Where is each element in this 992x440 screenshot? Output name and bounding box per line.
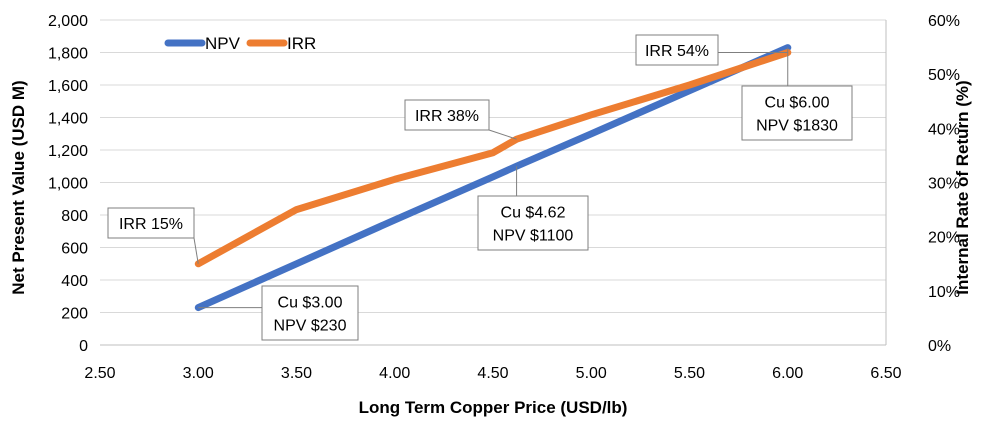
x-tick-label: 3.00: [183, 365, 214, 382]
y-tick-label: 800: [61, 208, 88, 225]
x-tick-label: 6.50: [870, 365, 901, 382]
x-tick-label: 4.50: [477, 365, 508, 382]
callout-box: [477, 195, 589, 251]
legend-label-npv: NPV: [205, 34, 241, 53]
y-tick-label: 200: [61, 306, 88, 323]
y-tick-label: 1,000: [48, 176, 88, 193]
callout-label: IRR 54%: [645, 43, 709, 60]
y2-tick-label: 10%: [928, 284, 960, 301]
y-axis-title: Net Present Value (USD M): [9, 80, 28, 294]
y-tick-label: 400: [61, 273, 88, 290]
callout-box: [404, 99, 490, 131]
y2-tick-label: 40%: [928, 121, 960, 138]
legend-label-irr: IRR: [287, 34, 316, 53]
y2-tick-label: 0%: [928, 338, 951, 355]
y2-axis-title: Internal Rate of Return (%): [953, 80, 972, 294]
y-tick-label: 1,200: [48, 143, 88, 160]
y2-tick-label: 50%: [928, 67, 960, 84]
callout-label: IRR 15%: [119, 216, 183, 233]
x-tick-label: 4.00: [379, 365, 410, 382]
y-tick-label: 600: [61, 241, 88, 258]
y-tick-label: 1,400: [48, 111, 88, 128]
series-line-irr: [194, 49, 792, 268]
series-line-npv: [194, 44, 792, 312]
y2-tick-label: 60%: [928, 13, 960, 30]
x-tick-label: 3.50: [281, 365, 312, 382]
x-tick-label: 2.50: [84, 365, 115, 382]
y-tick-label: 0: [79, 338, 88, 355]
x-tick-label: 6.00: [772, 365, 803, 382]
x-tick-label: 5.50: [674, 365, 705, 382]
callout-leader: [193, 237, 199, 264]
callout-box: [635, 34, 719, 66]
callout-leader: [488, 129, 517, 140]
y2-tick-label: 30%: [928, 176, 960, 193]
callout-label: IRR 38%: [415, 108, 479, 125]
y-tick-label: 2,000: [48, 13, 88, 30]
callout-label: NPV $230: [274, 318, 347, 335]
callout-label: Cu $6.00: [765, 95, 830, 112]
callout-label: NPV $1100: [493, 228, 574, 245]
callout-box: [741, 85, 853, 141]
y-tick-label: 1,600: [48, 78, 88, 95]
y-tick-label: 1,800: [48, 46, 88, 63]
callout-box: [261, 285, 359, 341]
y2-tick-label: 20%: [928, 230, 960, 247]
callout-label: Cu $4.62: [501, 205, 566, 222]
callout-box: [107, 207, 195, 239]
callout-label: NPV $1830: [756, 118, 838, 135]
x-axis-title: Long Term Copper Price (USD/lb): [359, 398, 628, 417]
callout-label: Cu $3.00: [278, 295, 343, 312]
x-tick-label: 5.00: [576, 365, 607, 382]
